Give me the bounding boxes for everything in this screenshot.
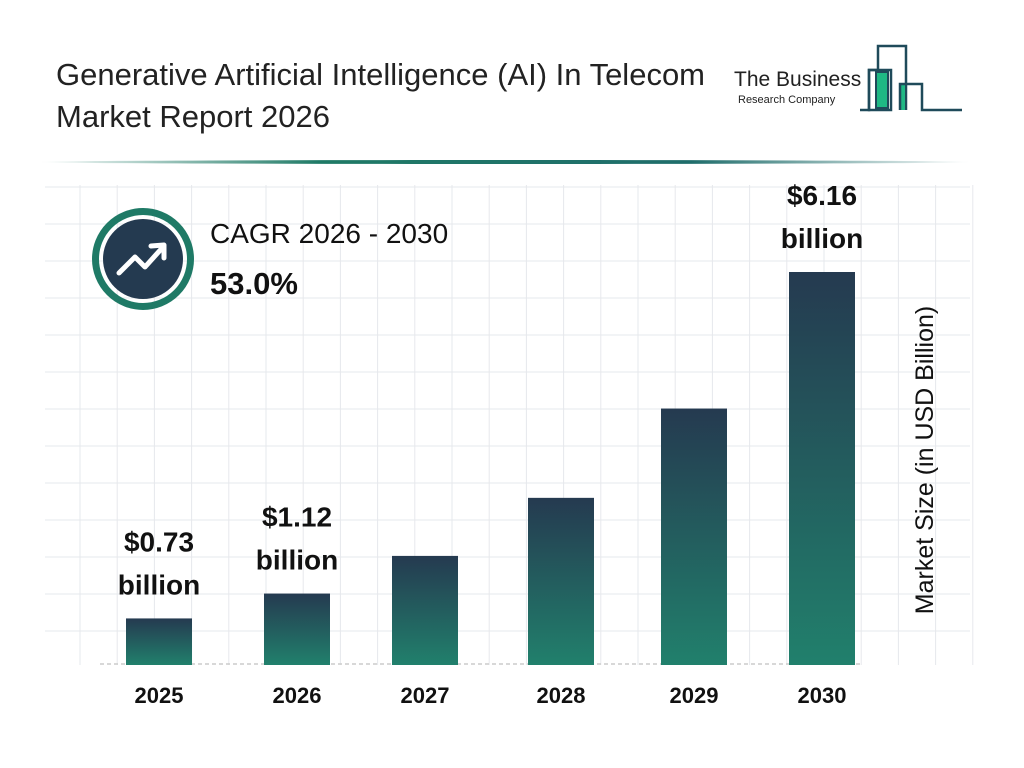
data-label-unit: billion [781,223,863,254]
x-tick-label: 2025 [135,683,184,708]
logo-text-sub: Research Company [738,94,836,106]
data-label-amount: $1.12 [262,502,332,533]
x-tick-label: 2028 [537,683,586,708]
company-logo: The Business Research Company [730,44,965,116]
cagr-badge [92,208,194,310]
bar-2029 [661,408,727,665]
x-tick-label: 2029 [670,683,719,708]
logo-text-main: The Business [734,68,862,91]
logo-buildings-icon [860,44,962,112]
bar-2028 [528,497,594,665]
bar-2027 [392,555,458,665]
data-label-unit: billion [118,569,200,600]
bar-2026 [264,593,330,665]
y-axis-label: Market Size (in USD Billion) [911,306,939,614]
bar-2030 [789,272,855,665]
x-tick-label: 2027 [401,683,450,708]
chart-title: Generative Artificial Intelligence (AI) … [56,57,706,134]
title-divider [40,160,970,164]
x-tick-label: 2026 [273,683,322,708]
data-label-amount: $0.73 [124,526,194,557]
x-tick-label: 2030 [798,683,847,708]
cagr-value: 53.0% [210,266,298,301]
bar-2025 [126,618,192,665]
trending-up-icon [116,242,167,276]
data-label-unit: billion [256,545,338,576]
data-label-amount: $6.16 [787,180,857,211]
cagr-label: CAGR 2026 - 2030 [210,218,449,249]
